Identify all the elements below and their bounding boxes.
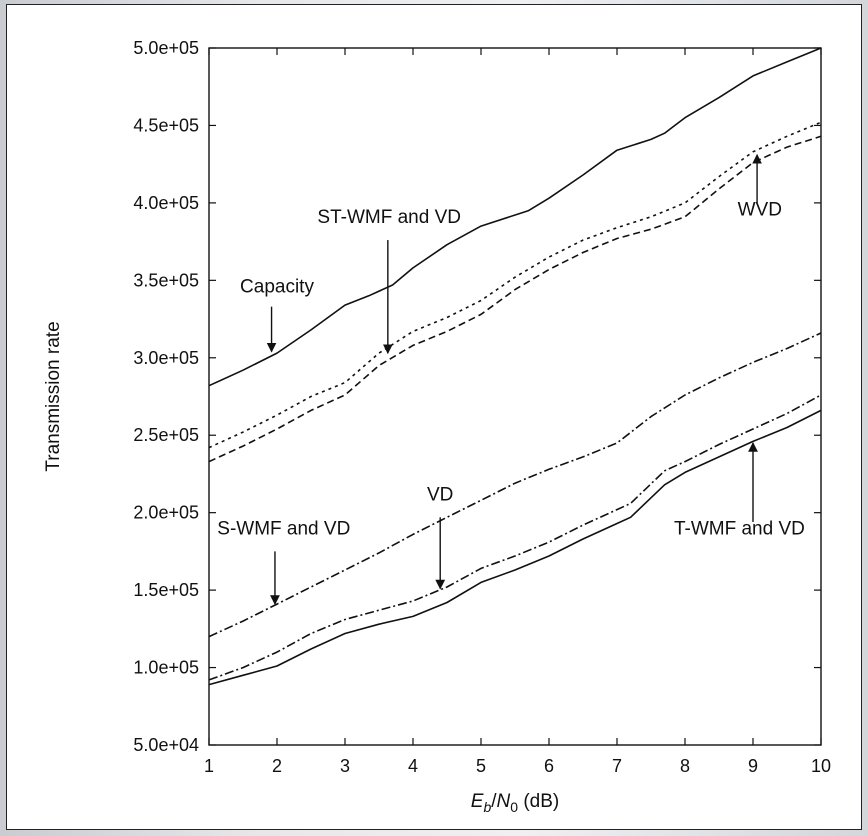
x-tick-label: 8 [680, 756, 690, 776]
series-layer [208, 47, 822, 686]
y-tick-label: 3.5e+05 [133, 270, 199, 290]
y-tick-label: 2.5e+05 [133, 425, 199, 445]
y-tick-label: 4.0e+05 [133, 193, 199, 213]
x-axis-title: Eb/N0 (dB) [471, 791, 559, 815]
x-axis-title-n: N [497, 791, 511, 812]
annotation-label-t_wmf_vd: T-WMF and VD [674, 518, 805, 539]
annotation-label-capacity: Capacity [240, 277, 314, 298]
plot-area-frame [208, 47, 822, 746]
series-line-capacity [208, 47, 822, 387]
series-line-st_wmf_vd [208, 121, 822, 449]
annotation-label-vd: VD [427, 484, 453, 505]
x-tick-label: 3 [340, 756, 350, 776]
x-axis-title-sub-b: b [483, 799, 491, 815]
annotation-label-st_wmf_vd: ST-WMF and VD [317, 207, 461, 228]
x-tick-label: 1 [204, 756, 214, 776]
series-line-s_wmf_vd [208, 332, 822, 638]
x-axis-title-sub-zero: 0 [510, 799, 518, 815]
y-tick-label: 3.0e+05 [133, 348, 199, 368]
y-tick-label: 5.0e+05 [133, 38, 199, 58]
y-axis-title: Transmission rate [43, 321, 64, 471]
x-tick-label: 6 [544, 756, 554, 776]
y-tick-label: 1.0e+05 [133, 658, 199, 678]
x-axis-title-e: E [471, 791, 484, 812]
x-tick-label: 7 [612, 756, 622, 776]
x-axis-title-unit: (dB) [518, 791, 559, 812]
annotation-layer: Capacity ST-WMF and VD WVD VD S-WMF and VD T-… [217, 153, 805, 606]
tick-layer: 1 2 3 4 5 6 7 8 9 10 5.0e+04 1.0e+05 1.5e+05 2.0e+05 2… [133, 38, 831, 776]
y-tick-label: 4.5e+05 [133, 115, 199, 135]
y-tick-label: 5.0e+04 [133, 735, 199, 755]
x-tick-label: 5 [476, 756, 486, 776]
annotation-label-s_wmf_vd: S-WMF and VD [217, 518, 350, 539]
x-axis-title-slash: / [491, 791, 497, 812]
series-line-t_wmf_vd [208, 409, 822, 686]
x-tick-label: 2 [272, 756, 282, 776]
chart-svg: Capacity ST-WMF and VD WVD VD S-WMF and VD T-… [43, 38, 831, 815]
annotation-label-wvd: WVD [738, 199, 782, 220]
chart-figure: Capacity ST-WMF and VD WVD VD S-WMF and VD T-… [6, 4, 862, 830]
x-tick-label: 4 [408, 756, 418, 776]
series-line-wvd [208, 135, 822, 463]
y-tick-label: 2.0e+05 [133, 503, 199, 523]
x-tick-label: 9 [748, 756, 758, 776]
y-tick-label: 1.5e+05 [133, 580, 199, 600]
x-tick-label: 10 [811, 756, 831, 776]
